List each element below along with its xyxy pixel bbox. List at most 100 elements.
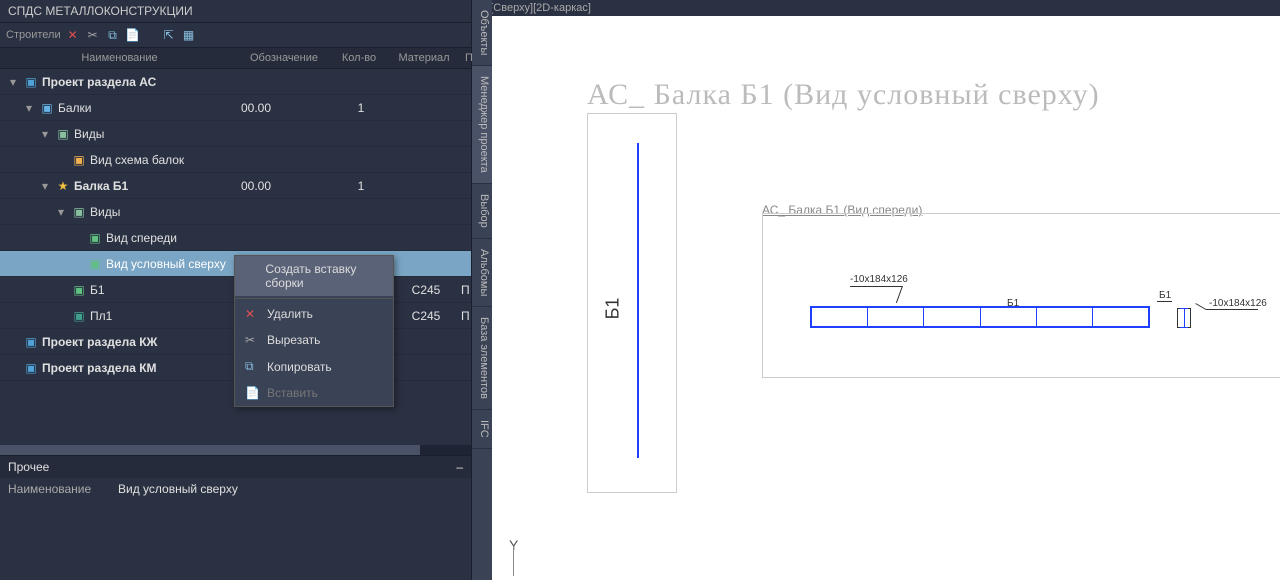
col-designation[interactable]: Обозначение — [239, 48, 329, 68]
side-tab[interactable]: Выбор — [472, 184, 492, 239]
cell-p: П — [461, 309, 471, 323]
chevron-down-icon[interactable]: ▾ — [42, 127, 52, 141]
viewport-tab[interactable]: [–][Сверху][2D-каркас] — [472, 0, 1280, 16]
side-tab[interactable]: Менеджер проекта — [472, 66, 492, 184]
tree-row[interactable]: ▣ Вид схема балок — [0, 147, 471, 173]
axis-y-line — [513, 546, 514, 576]
node-icon: ▣ — [56, 127, 70, 141]
node-icon: ▣ — [88, 257, 102, 271]
chevron-down-icon[interactable]: ▾ — [42, 179, 52, 193]
tree-item-label: Балки — [58, 101, 92, 115]
cell-material: С245 — [391, 283, 461, 297]
chevron-down-icon[interactable]: ▾ — [26, 101, 36, 115]
annot-right: -10x184x126 — [1209, 298, 1267, 309]
tree-row[interactable]: ▾ ▣ Балки 00.001 — [0, 95, 471, 121]
tree-row[interactable]: ▾ ★ Балка Б1 00.001 — [0, 173, 471, 199]
tree-item-label: Вид спереди — [106, 231, 177, 245]
tree-item-label: Вид условный сверху — [106, 257, 226, 271]
menu-item-icon: ✕ — [245, 307, 259, 321]
beam-front — [810, 306, 1150, 328]
star-icon: ★ — [56, 179, 70, 193]
annot-left: -10x184x126 — [850, 274, 908, 285]
scroll-thumb[interactable] — [0, 445, 420, 455]
cut-icon[interactable]: ✂ — [85, 27, 101, 43]
section-label: Б1 — [1159, 290, 1171, 301]
tree-row[interactable]: ▣ Вид спереди — [0, 225, 471, 251]
menu-item-label: Создать вставку сборки — [265, 262, 383, 290]
tree-item-label: Пл1 — [90, 309, 112, 323]
tree-hscroll[interactable] — [0, 445, 471, 455]
col-qty[interactable]: Кол-во — [329, 48, 389, 68]
project-tree[interactable]: ▾▣Проект раздела АС▾▣Балки00.001▾▣Виды▣В… — [0, 69, 471, 445]
section-web — [1184, 309, 1185, 327]
paste-icon[interactable]: 📄 — [125, 27, 141, 43]
col-name[interactable]: Наименование — [0, 48, 239, 68]
tree-item-label: Балка Б1 — [74, 179, 128, 193]
copy-icon[interactable]: ⧉ — [105, 27, 121, 43]
section-label-line — [1157, 301, 1172, 302]
menu-item-icon: 📄 — [245, 386, 259, 400]
tree-item-label: Проект раздела АС — [42, 75, 156, 89]
col-material[interactable]: Материал — [389, 48, 459, 68]
node-icon: ▣ — [24, 335, 38, 349]
drawing-canvas[interactable]: АС_ Балка Б1 (Вид условный сверху) Б1 АС… — [492, 18, 1280, 580]
menu-item-label: Вырезать — [267, 333, 320, 347]
node-icon: ▣ — [24, 75, 38, 89]
chevron-down-icon[interactable]: ▾ — [10, 75, 20, 89]
context-menu-item[interactable]: ✂ Вырезать — [235, 327, 393, 353]
tree-item-label: Проект раздела КЖ — [42, 335, 157, 349]
context-menu-item: 📄 Вставить — [235, 380, 393, 406]
side-tab[interactable]: Объекты — [472, 0, 492, 66]
plan-view-box — [587, 113, 677, 493]
beam-top-line — [637, 143, 639, 458]
annot-right-hline — [1206, 309, 1258, 310]
side-tab[interactable]: База элементов — [472, 307, 492, 410]
node-icon: ▣ — [24, 361, 38, 375]
node-icon: ▣ — [72, 153, 86, 167]
context-menu-item[interactable]: ✕ Удалить — [235, 301, 393, 327]
menu-item-icon: ✂ — [245, 333, 259, 347]
chevron-down-icon[interactable]: ▾ — [58, 205, 68, 219]
node-icon: ▣ — [88, 231, 102, 245]
tree-row[interactable]: ▾ ▣ Виды — [0, 121, 471, 147]
menu-item-label: Копировать — [267, 360, 332, 374]
side-tab[interactable]: IFC — [472, 410, 492, 449]
prop-label: Наименование — [8, 482, 118, 496]
cell-designation: 00.00 — [241, 179, 331, 193]
cell-qty: 1 — [331, 101, 391, 115]
cell-qty: 1 — [331, 179, 391, 193]
beam-label: Б1 — [1007, 298, 1019, 309]
prop-value[interactable]: Вид условный сверху — [118, 482, 238, 496]
tool-export-icon[interactable]: ⇱ — [161, 27, 177, 43]
tree-item-label: Б1 — [90, 283, 105, 297]
node-icon: ▣ — [72, 309, 86, 323]
cell-material: С245 — [391, 309, 461, 323]
tree-item-label: Виды — [90, 205, 120, 219]
cell-designation: 00.00 — [241, 101, 331, 115]
drawing-title: АС_ Балка Б1 (Вид условный сверху) — [587, 78, 1100, 112]
front-view-box — [762, 213, 1280, 378]
tree-item-label: Проект раздела КМ — [42, 361, 157, 375]
beam-plan-label: Б1 — [602, 298, 623, 320]
panel-title: СПДС МЕТАЛЛОКОНСТРУКЦИИ — [0, 0, 471, 23]
tree-row[interactable]: ▾ ▣ Виды — [0, 199, 471, 225]
context-menu-item[interactable]: ⧉Копировать — [235, 353, 393, 380]
tree-item-label: Виды — [74, 127, 104, 141]
menu-item-label: Удалить — [267, 307, 313, 321]
viewport[interactable]: [–][Сверху][2D-каркас] АС_ Балка Б1 (Вид… — [472, 0, 1280, 580]
delete-red-icon[interactable]: ✕ — [65, 27, 81, 43]
cell-p: П — [461, 283, 471, 297]
menu-item-label: Вставить — [267, 386, 318, 400]
props-collapse[interactable]: – — [456, 460, 463, 474]
node-icon: ▣ — [72, 205, 86, 219]
tree-row[interactable]: ▾ ▣ Проект раздела АС — [0, 69, 471, 95]
col-p[interactable]: П — [459, 48, 471, 68]
left-panel: СПДС МЕТАЛЛОКОНСТРУКЦИИ Строители ✕ ✂ ⧉ … — [0, 0, 472, 580]
context-menu-item[interactable]: Создать вставку сборки — [235, 256, 393, 296]
side-tab[interactable]: Альбомы — [472, 239, 492, 307]
side-tabs: ОбъектыМенеджер проектаВыборАльбомыБаза … — [472, 0, 492, 580]
tree-item-label: Вид схема балок — [90, 153, 184, 167]
node-icon: ▣ — [40, 101, 54, 115]
tool-table-icon[interactable]: ▦ — [181, 27, 197, 43]
node-icon: ▣ — [72, 283, 86, 297]
